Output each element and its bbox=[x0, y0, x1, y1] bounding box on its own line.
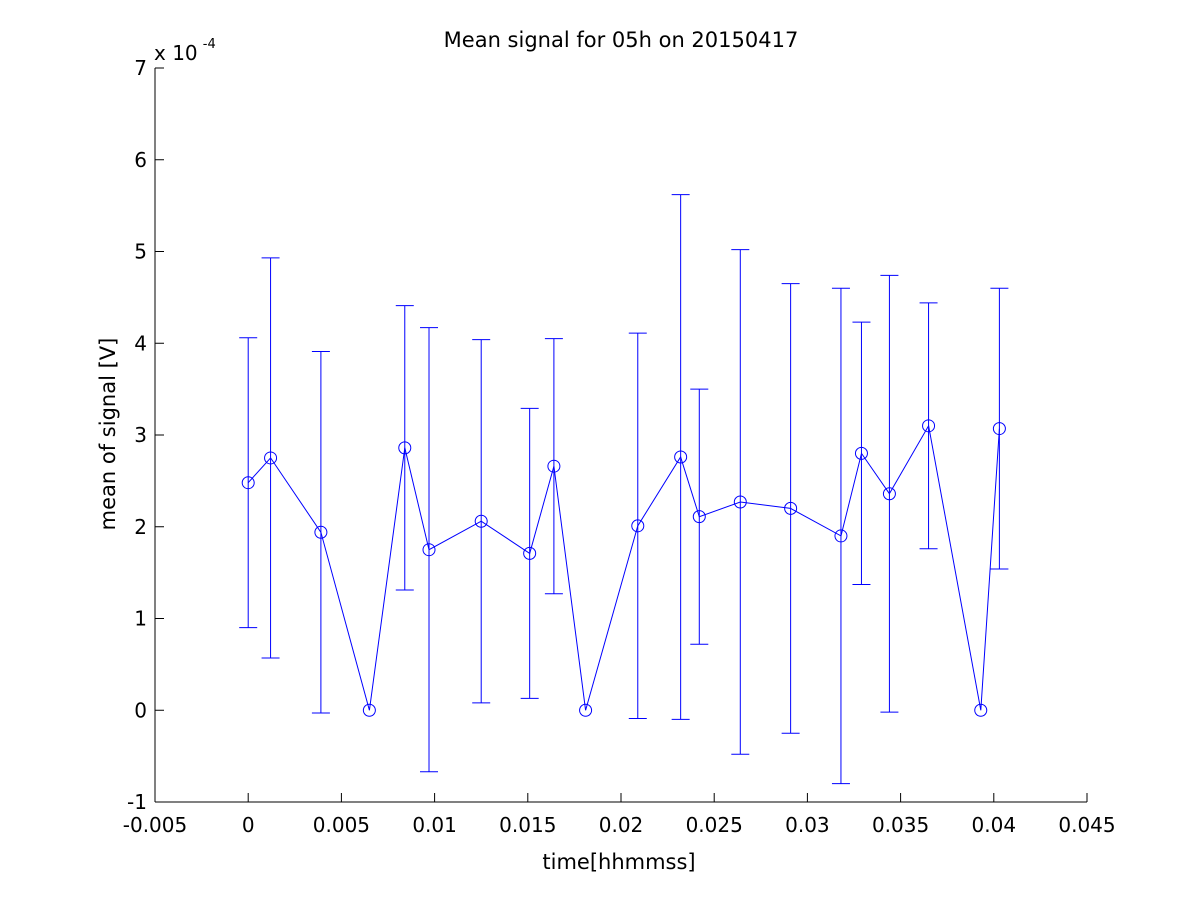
y-tick-label: 4 bbox=[134, 331, 147, 355]
x-tick-label: 0.005 bbox=[313, 813, 370, 837]
chart-title: Mean signal for 05h on 20150417 bbox=[444, 28, 799, 52]
x-tick-label: 0.02 bbox=[599, 813, 644, 837]
y-tick-label: 0 bbox=[134, 698, 147, 722]
x-tick-label: 0.035 bbox=[872, 813, 929, 837]
y-tick-label: -1 bbox=[127, 790, 147, 814]
x-tick-label: -0.005 bbox=[123, 813, 187, 837]
data-point-marker bbox=[922, 419, 936, 433]
x-tick-label: 0.04 bbox=[972, 813, 1017, 837]
data-point-marker bbox=[692, 510, 706, 524]
x-tick-label: 0.015 bbox=[499, 813, 556, 837]
data-point-marker bbox=[834, 529, 848, 543]
data-point-marker bbox=[631, 519, 645, 533]
data-point-marker bbox=[474, 514, 488, 528]
data-point-marker bbox=[314, 525, 328, 539]
x-axis-label: time[hhmmss] bbox=[542, 850, 695, 874]
y-tick-label: 6 bbox=[134, 148, 147, 172]
data-point-marker bbox=[674, 450, 688, 464]
data-point-marker bbox=[547, 459, 561, 473]
data-point-marker bbox=[398, 441, 412, 455]
data-point-marker bbox=[422, 543, 436, 557]
x-tick-label: 0.045 bbox=[1058, 813, 1115, 837]
data-point-marker bbox=[241, 476, 255, 490]
y-tick-label: 3 bbox=[134, 423, 147, 447]
data-point-marker bbox=[362, 703, 376, 717]
data-point-marker bbox=[854, 446, 868, 460]
data-point-marker bbox=[733, 495, 747, 509]
y-multiplier-exponent: -4 bbox=[203, 37, 216, 52]
data-point-marker bbox=[882, 487, 896, 501]
y-axis-multiplier: x 10 -4 bbox=[154, 37, 216, 65]
y-tick-label: 7 bbox=[134, 56, 147, 80]
data-point-marker bbox=[784, 501, 798, 515]
y-tick-label: 5 bbox=[134, 240, 147, 264]
y-axis-ticks: -1 0 1 2 3 4 5 6 7 bbox=[127, 56, 164, 814]
x-tick-label: 0 bbox=[242, 813, 255, 837]
data-point-marker bbox=[264, 451, 278, 465]
x-axis-ticks: -0.005 0 0.005 0.01 0.015 0.02 0.025 0.03 0.035 0… bbox=[123, 793, 1116, 837]
y-axis-label: mean of signal [V] bbox=[96, 338, 120, 531]
data-point-marker bbox=[523, 546, 537, 560]
series-layer bbox=[239, 194, 1009, 785]
y-tick-label: 2 bbox=[134, 515, 147, 539]
data-point-marker bbox=[579, 703, 593, 717]
y-multiplier-base: x 10 bbox=[154, 41, 198, 65]
x-tick-label: 0.03 bbox=[785, 813, 830, 837]
data-point-marker bbox=[974, 703, 988, 717]
x-tick-label: 0.01 bbox=[412, 813, 457, 837]
y-tick-label: 1 bbox=[134, 607, 147, 631]
data-point-marker bbox=[992, 422, 1006, 436]
x-tick-label: 0.025 bbox=[686, 813, 743, 837]
